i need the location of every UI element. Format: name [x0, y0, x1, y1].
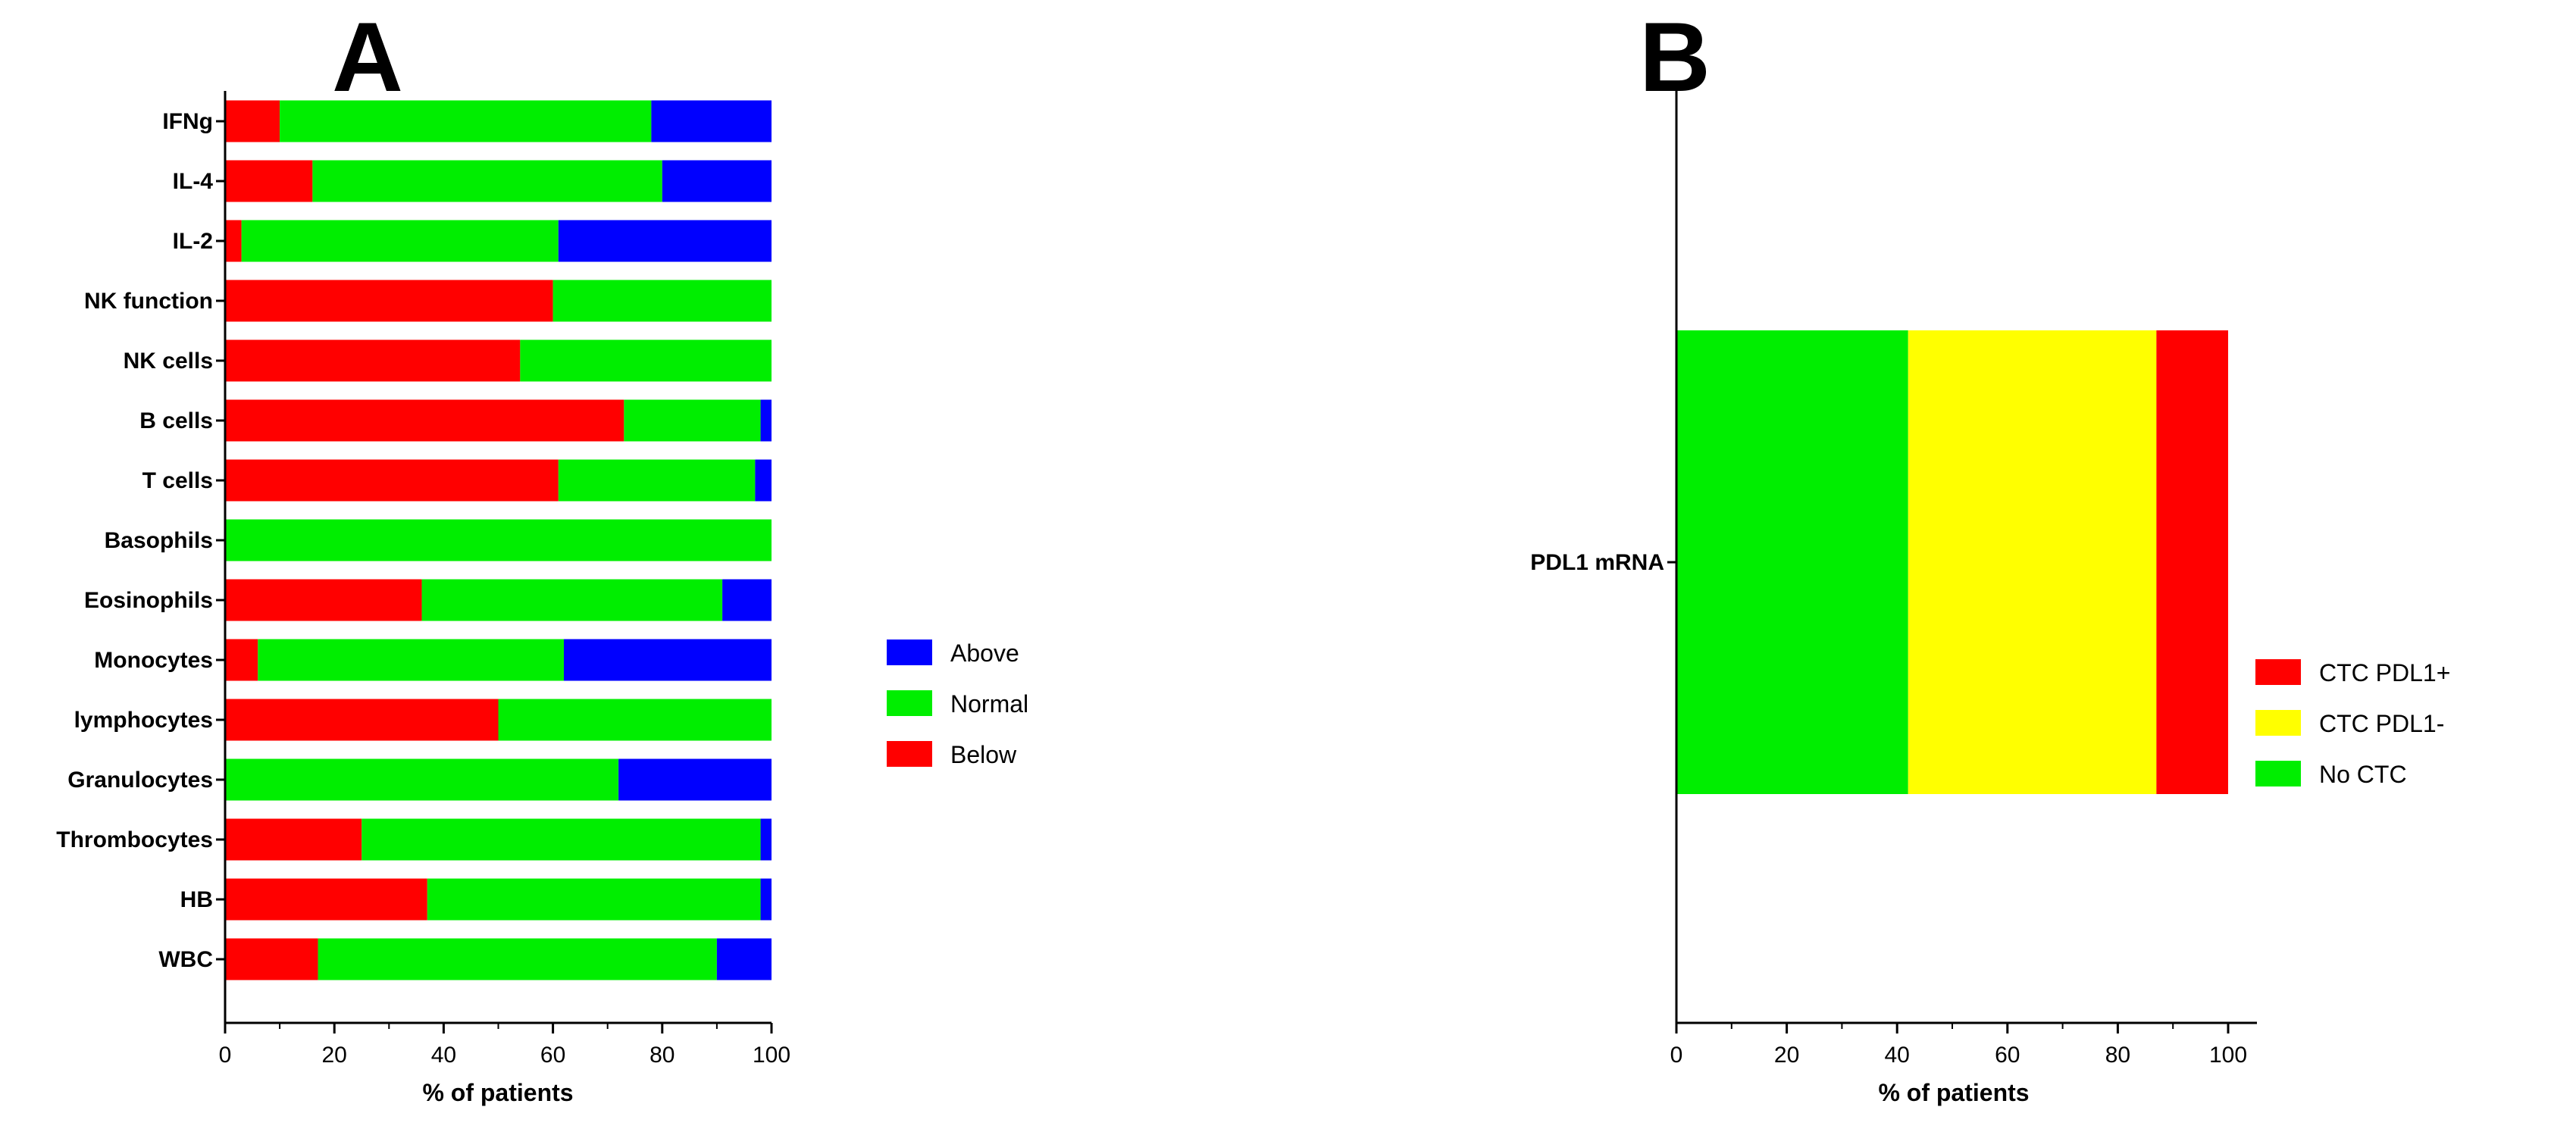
- bar-hb-above: [760, 878, 772, 921]
- x-tick-label-20: 20: [322, 1043, 347, 1068]
- panel-a-x-axis-title: % of patients: [422, 1079, 573, 1106]
- x-tick-label-40: 40: [1885, 1043, 1910, 1068]
- legend-label-normal: Normal: [950, 690, 1028, 718]
- bar-eosinophils-above: [722, 579, 772, 621]
- bar-il-4-below: [225, 160, 313, 202]
- category-label-il-4: IL-4: [173, 169, 214, 194]
- legend-label-ctc-pdl1: CTC PDL1+: [2319, 659, 2450, 686]
- category-label-basophils: Basophils: [105, 528, 213, 553]
- category-label-nk-cells: NK cells: [124, 349, 213, 374]
- bar-granulocytes-normal: [225, 758, 619, 801]
- panel-a-letter: A: [332, 2, 403, 112]
- legend-swatch-below: [887, 741, 932, 767]
- bar-eosinophils-normal: [421, 579, 723, 621]
- bar-b-cells-below: [225, 399, 624, 442]
- x-tick-label-60: 60: [1995, 1043, 2020, 1068]
- category-label-t-cells: T cells: [142, 468, 213, 493]
- bar-nk-cells-below: [225, 339, 521, 382]
- panel-b-x-axis-title: % of patients: [1878, 1079, 2029, 1106]
- bar-thrombocytes-below: [225, 818, 362, 861]
- legend-label-ctc-pdl1: CTC PDL1-: [2319, 710, 2444, 737]
- legend-label-below: Below: [950, 741, 1017, 768]
- category-label-b-cells: B cells: [139, 408, 213, 433]
- panel-b-category-labels: PDL1 mRNA: [1530, 550, 1676, 575]
- x-tick-label-40: 40: [431, 1043, 456, 1068]
- bar-wbc-above: [716, 938, 772, 980]
- bar-il-4-normal: [312, 160, 662, 202]
- bar-hb-normal: [427, 878, 761, 921]
- bar-b-cells-normal: [624, 399, 761, 442]
- panel-a-category-labels: IFNg IL-4 IL-2 NK function NK cells B cells T …: [56, 109, 225, 972]
- x-tick-label-100: 100: [2209, 1043, 2247, 1068]
- category-label-granulocytes: Granulocytes: [67, 768, 213, 793]
- bar-b-cells-above: [760, 399, 772, 442]
- category-label-eosinophils: Eosinophils: [84, 588, 213, 613]
- bar-nk-function-normal: [552, 280, 772, 322]
- category-label-hb: HB: [180, 887, 213, 912]
- legend-label-no-ctc: No CTC: [2319, 761, 2407, 788]
- legend-label-above: Above: [950, 639, 1019, 667]
- panel-b: B PDL1 mRNA 0 20 40 60 80 100 % of patients C…: [1530, 2, 2450, 1106]
- panel-a-legend: Above Normal Below: [887, 639, 1028, 768]
- x-tick-label-80: 80: [649, 1043, 675, 1068]
- bar-granulocytes-above: [618, 758, 772, 801]
- x-tick-label-0: 0: [219, 1043, 232, 1068]
- category-label-nk-function: NK function: [84, 289, 213, 314]
- bar-basophils-normal: [225, 519, 772, 561]
- bar-il-2-below: [225, 220, 242, 262]
- bar-monocytes-normal: [258, 639, 565, 681]
- legend-swatch-ctc-pdl1: [2255, 659, 2301, 685]
- bar-thrombocytes-normal: [362, 818, 761, 861]
- legend-swatch-ctc-pdl1: [2255, 710, 2301, 736]
- legend-swatch-above: [887, 639, 932, 665]
- bar-nk-cells-normal: [520, 339, 772, 382]
- legend-swatch-normal: [887, 690, 932, 716]
- bar-wbc-below: [225, 938, 318, 980]
- bar-pdl1-mrna-ctc-pdl1: [2156, 330, 2228, 794]
- x-tick-label-0: 0: [1670, 1043, 1683, 1068]
- category-label-wbc: WBC: [158, 947, 213, 972]
- category-label-thrombocytes: Thrombocytes: [56, 827, 213, 852]
- panel-b-legend: CTC PDL1+ CTC PDL1- No CTC: [2255, 659, 2450, 788]
- panel-a-bars: [225, 100, 772, 980]
- bar-t-cells-below: [225, 459, 559, 502]
- x-tick-label-60: 60: [540, 1043, 565, 1068]
- x-tick-label-80: 80: [2105, 1043, 2130, 1068]
- bar-il-2-above: [558, 220, 772, 262]
- category-label-il-2: IL-2: [173, 229, 213, 254]
- legend-swatch-no-ctc: [2255, 761, 2301, 786]
- bar-monocytes-above: [564, 639, 772, 681]
- category-label-lymphocytes: lymphocytes: [74, 708, 213, 733]
- bar-ifng-normal: [280, 100, 652, 142]
- panel-a-x-ticks: 0 20 40 60 80 100: [219, 1023, 790, 1068]
- category-label-pdl1-mrna: PDL1 mRNA: [1530, 550, 1664, 575]
- bar-t-cells-above: [755, 459, 772, 502]
- bar-eosinophils-below: [225, 579, 422, 621]
- x-tick-label-100: 100: [753, 1043, 790, 1068]
- category-label-ifng: IFNg: [162, 109, 213, 134]
- bar-il-2-normal: [241, 220, 559, 262]
- bar-ifng-below: [225, 100, 280, 142]
- bar-wbc-normal: [318, 938, 717, 980]
- bar-ifng-above: [651, 100, 772, 142]
- bar-lymphocytes-normal: [498, 699, 772, 741]
- panel-a: A IFNg IL-4 IL-2 NK function NK cells B cells…: [56, 2, 1028, 1106]
- bar-hb-below: [225, 878, 427, 921]
- bar-lymphocytes-below: [225, 699, 499, 741]
- x-tick-label-20: 20: [1774, 1043, 1799, 1068]
- bar-thrombocytes-above: [760, 818, 772, 861]
- bar-monocytes-below: [225, 639, 258, 681]
- panel-b-bars: [1676, 330, 2228, 794]
- panel-b-x-ticks: 0 20 40 60 80 100: [1670, 1023, 2247, 1068]
- bar-nk-function-below: [225, 280, 553, 322]
- bar-pdl1-mrna-ctc-pdl1: [1908, 330, 2157, 794]
- bar-il-4-above: [662, 160, 772, 202]
- panel-b-letter: B: [1639, 2, 1711, 112]
- bar-pdl1-mrna-no-ctc: [1676, 330, 1908, 794]
- bar-t-cells-normal: [558, 459, 756, 502]
- category-label-monocytes: Monocytes: [94, 648, 213, 673]
